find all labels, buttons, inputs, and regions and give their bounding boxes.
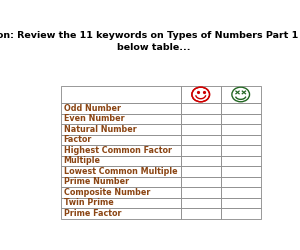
Bar — [61, 156, 181, 166]
Text: Lowest Common Multiple: Lowest Common Multiple — [64, 167, 177, 176]
Text: Twin Prime: Twin Prime — [64, 198, 113, 207]
Text: Even Number: Even Number — [64, 114, 124, 123]
Bar — [181, 134, 221, 145]
Bar — [221, 208, 261, 219]
Bar — [61, 177, 181, 187]
Bar — [61, 86, 181, 103]
Bar — [221, 114, 261, 124]
Bar — [61, 103, 181, 114]
Text: Prime Number: Prime Number — [64, 178, 129, 186]
Bar — [221, 124, 261, 134]
Circle shape — [192, 87, 210, 102]
Bar — [221, 166, 261, 177]
Text: Multiple: Multiple — [64, 156, 100, 165]
Bar — [181, 177, 221, 187]
Bar — [61, 145, 181, 156]
Bar — [221, 86, 261, 103]
Bar — [61, 114, 181, 124]
Text: Natural Number: Natural Number — [64, 125, 136, 134]
Bar — [61, 198, 181, 208]
Bar — [61, 134, 181, 145]
Bar — [61, 124, 181, 134]
Bar — [61, 166, 181, 177]
Bar — [181, 145, 221, 156]
Bar — [181, 198, 221, 208]
Bar — [221, 177, 261, 187]
Bar — [181, 187, 221, 198]
Bar — [181, 103, 221, 114]
Bar — [181, 166, 221, 177]
Text: Odd Number: Odd Number — [64, 104, 121, 113]
Bar — [61, 208, 181, 219]
Text: Reflection: Review the 11 keywords on Types of Numbers Part 1 using the
below ta: Reflection: Review the 11 keywords on Ty… — [0, 31, 300, 52]
Text: Prime Factor: Prime Factor — [64, 209, 121, 218]
Bar — [221, 134, 261, 145]
Bar — [181, 86, 221, 103]
Bar — [221, 198, 261, 208]
Text: Factor: Factor — [64, 135, 92, 144]
Bar — [181, 124, 221, 134]
Bar — [61, 187, 181, 198]
Text: Composite Number: Composite Number — [64, 188, 150, 197]
Bar — [221, 145, 261, 156]
Bar — [181, 208, 221, 219]
Bar — [221, 103, 261, 114]
Bar — [221, 156, 261, 166]
Circle shape — [232, 87, 250, 102]
Bar — [181, 114, 221, 124]
Text: Highest Common Factor: Highest Common Factor — [64, 146, 172, 155]
Bar — [181, 156, 221, 166]
Bar — [221, 187, 261, 198]
